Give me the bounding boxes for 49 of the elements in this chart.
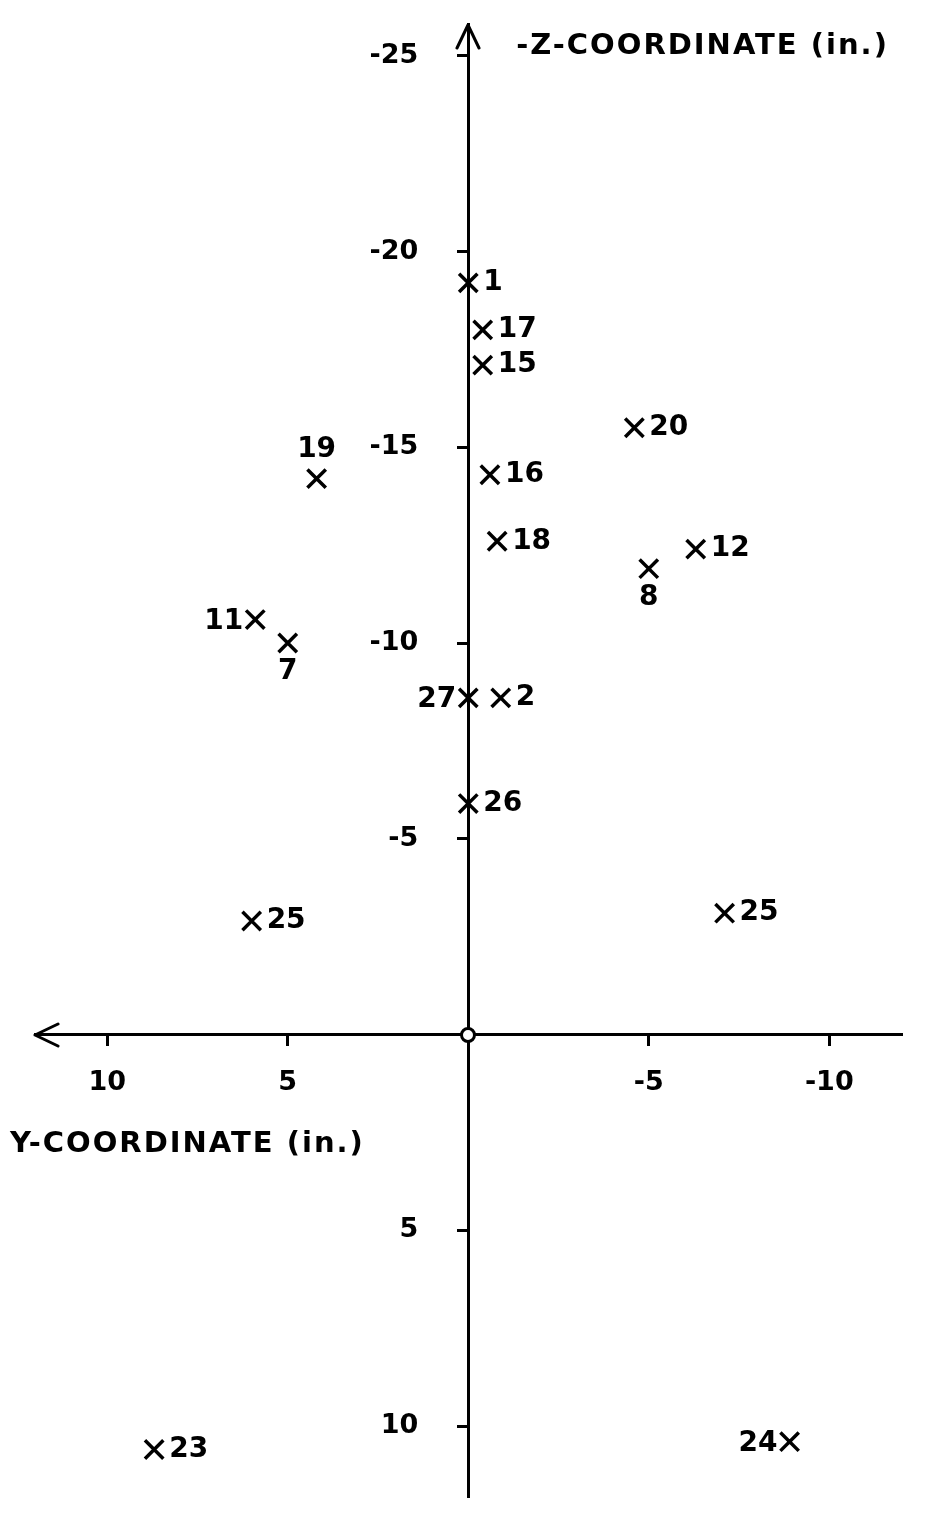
point bbox=[637, 557, 660, 580]
annotation: 1 bbox=[483, 264, 503, 298]
annotation: 7 bbox=[277, 653, 298, 687]
annotation: 25 bbox=[739, 894, 779, 928]
y-tick-label: 5 bbox=[399, 1212, 419, 1244]
point bbox=[623, 416, 646, 439]
annotation: 17 bbox=[497, 311, 537, 345]
annotation: 12 bbox=[710, 530, 750, 564]
y-tick-label: 10 bbox=[380, 1408, 419, 1440]
annotation: 16 bbox=[504, 455, 544, 489]
y-tick-label: -10 bbox=[369, 625, 419, 657]
point bbox=[478, 463, 501, 486]
point bbox=[778, 1430, 801, 1453]
annotation: 18 bbox=[512, 522, 552, 556]
point bbox=[457, 792, 480, 815]
annotation: 25 bbox=[266, 902, 306, 936]
annotation: 23 bbox=[169, 1430, 209, 1464]
point bbox=[684, 538, 707, 561]
point bbox=[489, 686, 512, 709]
point bbox=[276, 632, 299, 654]
annotation: 26 bbox=[483, 784, 523, 818]
x-tick-label: 10 bbox=[88, 1064, 126, 1096]
annotation: 20 bbox=[649, 409, 689, 443]
y-tick-label: -20 bbox=[369, 233, 419, 265]
x-tick-label: -5 bbox=[633, 1064, 664, 1096]
point bbox=[457, 686, 480, 709]
point bbox=[244, 608, 267, 631]
annotation: 11 bbox=[204, 602, 244, 636]
x-tick-label: 5 bbox=[278, 1064, 298, 1096]
y-tick-label: -5 bbox=[388, 820, 419, 852]
annotation: 2 bbox=[515, 679, 536, 713]
annotation: 27 bbox=[417, 681, 457, 715]
y-axis-title: -Z-COORDINATE (in.) bbox=[516, 27, 889, 62]
y-tick-label: -15 bbox=[369, 429, 419, 461]
y-tick-label: -25 bbox=[369, 37, 419, 69]
point bbox=[305, 467, 328, 490]
x-axis-title: Y-COORDINATE (in.) bbox=[9, 1125, 365, 1160]
x-tick-label: -10 bbox=[804, 1064, 854, 1096]
annotation: 8 bbox=[639, 578, 659, 612]
point bbox=[471, 318, 494, 341]
point bbox=[457, 271, 480, 294]
point bbox=[713, 902, 736, 925]
point bbox=[486, 530, 509, 553]
annotation: 24 bbox=[738, 1424, 778, 1458]
point bbox=[240, 910, 263, 932]
annotation: 15 bbox=[497, 346, 537, 380]
point bbox=[471, 354, 494, 377]
annotation: 19 bbox=[297, 430, 337, 464]
point bbox=[143, 1438, 166, 1461]
